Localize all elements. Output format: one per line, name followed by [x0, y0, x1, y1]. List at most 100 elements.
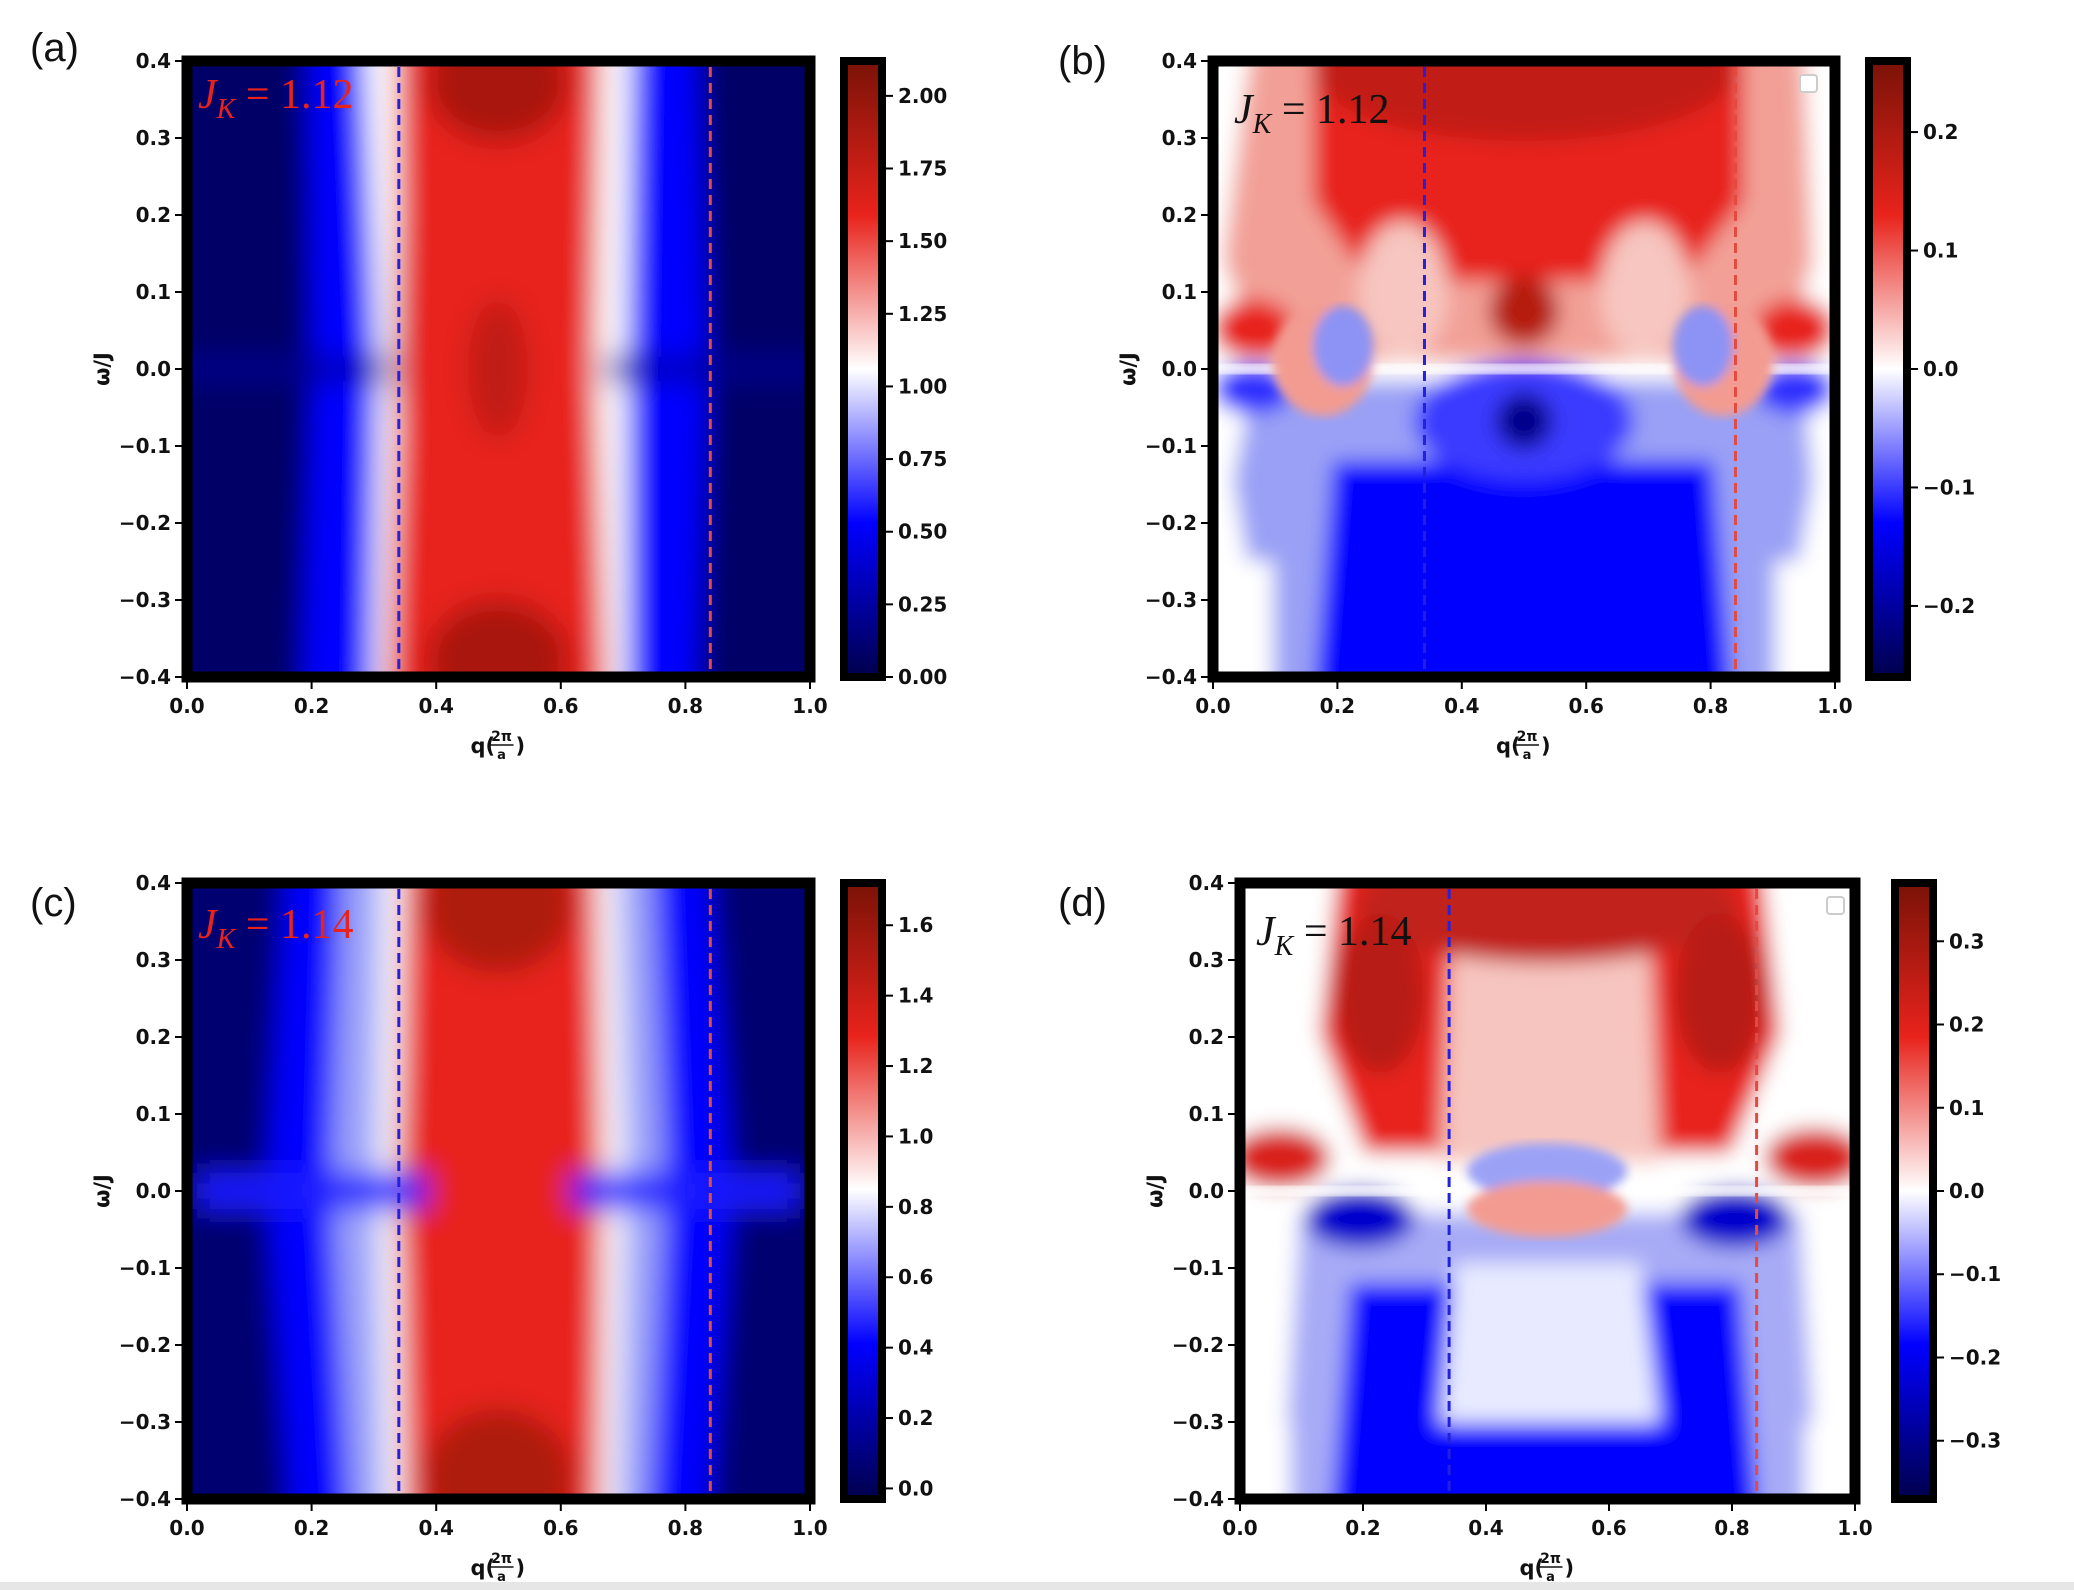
- y-tick-label: 0.4: [136, 49, 171, 73]
- panel-a-x-ticks: 0.0 0.2 0.4 0.6 0.8 1.0 q(2π a): [169, 682, 828, 763]
- x-tick-label: 0.6: [1591, 1516, 1626, 1540]
- x-tick-label: 0.0: [1222, 1516, 1257, 1540]
- y-tick-label: −0.4: [119, 665, 171, 689]
- y-tick-label: −0.1: [1145, 434, 1197, 458]
- y-tick-label: 0.2: [136, 1025, 171, 1049]
- y-tick-label: 0.4: [1162, 49, 1197, 73]
- panel-d-legend-box: [1826, 896, 1845, 915]
- panel-c-heatmap: [181, 877, 816, 1505]
- colorbar-tick-label: 0.2: [898, 1406, 933, 1430]
- x-tick-label: 1.0: [1817, 694, 1852, 718]
- panel-d: (d): [1058, 871, 2001, 1585]
- panel-a-dashed-lines: [397, 67, 712, 671]
- x-tick-label: 0.2: [1320, 694, 1355, 718]
- x-axis-label-q: q(: [1520, 1556, 1545, 1580]
- x-tick-label: 0.8: [1714, 1516, 1749, 1540]
- panel-c-x-ticks: 0.0 0.2 0.4 0.6 0.8 1.0 q(2π a): [169, 1504, 828, 1585]
- panel-d-x-ticks: 0.0 0.2 0.4 0.6 0.8 1.0 q(2π a): [1222, 1504, 1873, 1585]
- x-axis-label-num: 2π: [491, 729, 512, 745]
- y-tick-label: −0.1: [119, 434, 171, 458]
- colorbar-tick-label: 1.2: [898, 1054, 933, 1078]
- colorbar-frame: [840, 57, 886, 681]
- panel-b-colorbar: 0.2 0.1 0.0 −0.1 −0.2: [1865, 57, 1975, 681]
- colorbar-tick-label: 1.4: [898, 984, 933, 1008]
- panel-c-y-ticks: 0.4 0.3 0.2 0.1 0.0 −0.1 −0.2 −0.3 −0.4 ω/J: [90, 871, 182, 1511]
- y-tick-label: −0.1: [119, 1256, 171, 1280]
- y-tick-label: −0.2: [119, 1333, 171, 1357]
- y-tick-label: 0.1: [1189, 1102, 1224, 1126]
- colorbar-tick-label: 0.50: [898, 520, 947, 544]
- colorbar-tick-label: 0.4: [898, 1336, 933, 1360]
- y-tick-label: 0.1: [136, 280, 171, 304]
- y-tick-label: 0.2: [1162, 203, 1197, 227]
- panel-b-frame: [1207, 55, 1841, 683]
- colorbar-tick-label: −0.3: [1949, 1429, 2001, 1453]
- colorbar-tick-label: 2.00: [898, 84, 947, 108]
- y-tick-label: 0.0: [136, 1179, 171, 1203]
- x-axis-label-num: 2π: [1517, 729, 1538, 745]
- y-tick-label: 0.1: [1162, 280, 1197, 304]
- y-tick-label: 0.3: [136, 948, 171, 972]
- x-axis-label: q(2π a): [471, 729, 526, 763]
- panel-b: (b): [1058, 39, 1975, 763]
- y-tick-label: −0.2: [119, 511, 171, 535]
- x-tick-label: 0.2: [294, 694, 329, 718]
- panel-a-y-ticks: 0.4 0.3 0.2 0.1 0.0 −0.1 −0.2 −0.3 −0.4 ω/J: [90, 49, 182, 689]
- x-tick-label: 0.6: [543, 1516, 578, 1540]
- x-tick-label: 0.4: [1444, 694, 1479, 718]
- colorbar-gradient: [1869, 61, 1907, 677]
- colorbar-tick-label: 0.2: [1949, 1013, 1984, 1037]
- y-tick-label: −0.4: [1172, 1487, 1224, 1511]
- x-tick-label: 0.0: [169, 1516, 204, 1540]
- colorbar-tick-label: 0.00: [898, 665, 947, 689]
- y-tick-label: 0.3: [1162, 126, 1197, 150]
- panel-c: (c): [30, 871, 933, 1585]
- x-axis-label-den: a: [1523, 748, 1532, 763]
- panel-a-label: (a): [30, 26, 79, 70]
- panel-c-frame: [181, 877, 816, 1505]
- colorbar-tick-label: 1.00: [898, 374, 947, 398]
- panel-a: (a): [30, 26, 947, 763]
- y-tick-label: −0.3: [119, 588, 171, 612]
- colorbar-tick-label: 1.6: [898, 913, 933, 937]
- bottom-strip: [0, 1582, 2074, 1590]
- x-tick-label: 0.8: [668, 694, 703, 718]
- y-axis-label: ω/J: [90, 352, 114, 386]
- colorbar-gradient: [844, 883, 882, 1499]
- y-tick-label: −0.3: [1172, 1410, 1224, 1434]
- colorbar-tick-label: −0.2: [1923, 594, 1975, 618]
- y-tick-label: 0.0: [1189, 1179, 1224, 1203]
- colorbar-tick-label: 0.8: [898, 1195, 933, 1219]
- colorbar-frame: [1891, 879, 1937, 1503]
- colorbar-tick-label: 0.3: [1949, 929, 1984, 953]
- y-axis-label: ω/J: [90, 1174, 114, 1208]
- panel-a-frame: [181, 55, 816, 683]
- x-tick-label: 0.8: [1693, 694, 1728, 718]
- y-tick-label: −0.4: [1145, 665, 1197, 689]
- panel-d-label: (d): [1058, 881, 1107, 925]
- panel-d-heatmap: [1234, 877, 1861, 1505]
- x-tick-label: 0.6: [1568, 694, 1603, 718]
- panel-c-colorbar: 1.6 1.4 1.2 1.0 0.8 0.6 0.4 0.2 0.0: [840, 879, 933, 1503]
- colorbar-tick-label: 1.25: [898, 302, 947, 326]
- panel-c-annotation: JK = 1.14: [198, 902, 354, 955]
- panel-b-y-ticks: 0.4 0.3 0.2 0.1 0.0 −0.1 −0.2 −0.3 −0.4 ω/J: [1116, 49, 1208, 689]
- x-axis-label-den: a: [497, 748, 506, 763]
- colorbar-tick-label: 0.1: [1923, 239, 1958, 263]
- panel-d-y-ticks: 0.4 0.3 0.2 0.1 0.0 −0.1 −0.2 −0.3 −0.4 ω/J: [1143, 871, 1235, 1511]
- y-tick-label: 0.3: [136, 126, 171, 150]
- y-tick-label: 0.3: [1189, 948, 1224, 972]
- y-tick-label: 0.4: [136, 871, 171, 895]
- colorbar-tick-label: 1.50: [898, 229, 947, 253]
- x-tick-label: 0.4: [418, 694, 453, 718]
- x-tick-label: 1.0: [792, 694, 827, 718]
- x-axis-label: q(2π a): [471, 1551, 526, 1585]
- panel-b-legend-box: [1799, 74, 1818, 93]
- x-tick-label: 0.2: [294, 1516, 329, 1540]
- panel-c-label: (c): [30, 881, 77, 925]
- colorbar-tick-label: −0.1: [1949, 1262, 2001, 1286]
- x-axis-label-paren: ): [516, 734, 526, 758]
- x-axis-label-q: q(: [471, 734, 496, 758]
- colorbar-tick-label: 0.25: [898, 592, 947, 616]
- y-tick-label: 0.1: [136, 1102, 171, 1126]
